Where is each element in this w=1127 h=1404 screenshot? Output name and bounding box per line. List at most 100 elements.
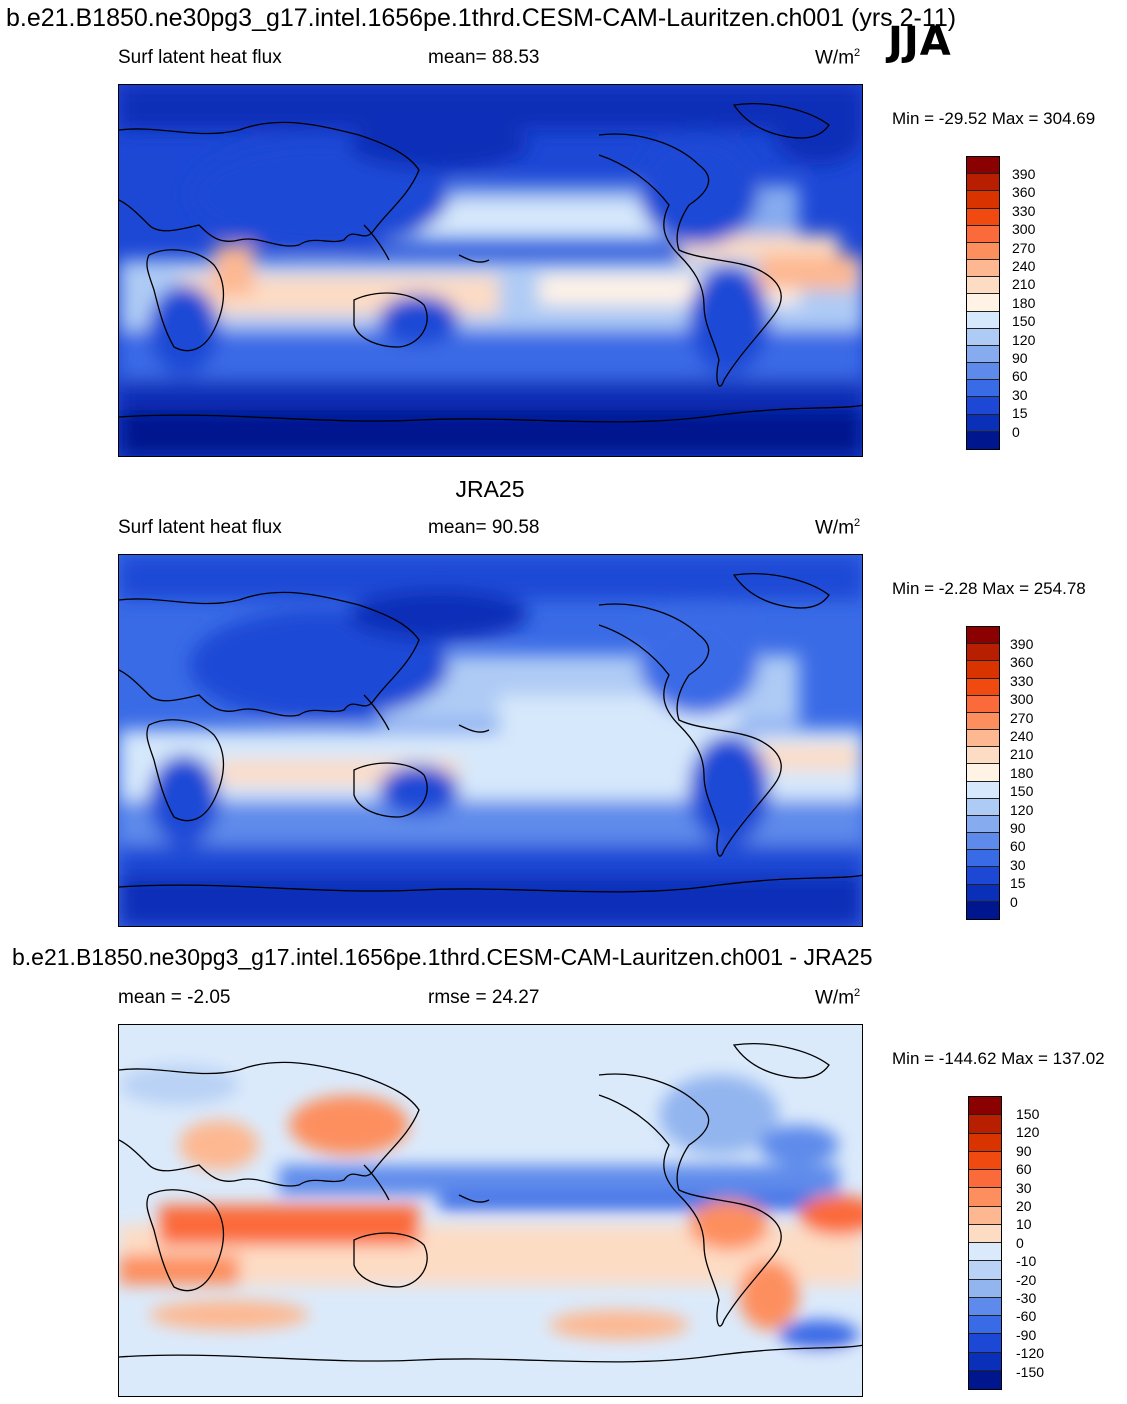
- colorbar-tick-label: 300: [1010, 691, 1034, 708]
- colorbar-swatch: [969, 1188, 1001, 1207]
- colorbar-swatch: [967, 850, 999, 868]
- colorbar-swatch: [967, 345, 999, 364]
- colorbar-tick-label: 240: [1012, 258, 1036, 274]
- colorbar-tick-label: 120: [1012, 331, 1036, 348]
- colorbar-tick-label: 180: [1010, 764, 1034, 781]
- colorbar-tick-label: 60: [1012, 368, 1028, 385]
- colorbar-tick-label: 330: [1010, 672, 1034, 689]
- colorbar-tick-label: 90: [1010, 820, 1026, 836]
- map-field: [119, 1025, 862, 1396]
- colorbar-tick-label: -120: [1016, 1345, 1045, 1362]
- colorbar-swatch: [967, 380, 999, 398]
- colorbar-tick-label: 20: [1016, 1198, 1032, 1214]
- colorbar-tick-label: 150: [1016, 1106, 1040, 1122]
- colorbar-tick-label: 90: [1012, 350, 1028, 366]
- colorbar-tick-label: -20: [1016, 1271, 1037, 1288]
- colorbar-tick-label: 150: [1010, 783, 1034, 800]
- colorbar-swatch: [967, 157, 999, 175]
- colorbar-tick-label: 210: [1010, 746, 1034, 763]
- colorbar-swatch: [969, 1224, 1001, 1243]
- colorbar-swatch: [967, 397, 999, 415]
- colorbar-swatch: [967, 208, 999, 226]
- colorbar-swatch: [967, 277, 999, 295]
- colorbar-swatch: [967, 363, 999, 381]
- colorbar-tick-label: 10: [1016, 1216, 1032, 1233]
- map-field: [119, 555, 862, 926]
- map-reference-latent-heat: [118, 554, 863, 927]
- panel-variable-label: Surf latent heat flux: [118, 47, 282, 68]
- colorbar-swatch: [967, 867, 999, 885]
- colorbar-swatch: [967, 627, 999, 645]
- panel-mean-label: mean= 90.58: [428, 517, 540, 538]
- panel-minmax: Min = -29.52 Max = 304.69: [892, 109, 1096, 128]
- panel-minmax: Min = -144.62 Max = 137.02: [892, 1049, 1105, 1068]
- colorbar-tick-label: 360: [1010, 654, 1034, 671]
- panel-mean-label: mean= 88.53: [428, 47, 540, 68]
- colorbar-swatch: [969, 1243, 1001, 1262]
- colorbar-tick-label: 0: [1016, 1234, 1024, 1251]
- map-difference-latent-heat: [118, 1024, 863, 1397]
- panel-units: W/m2: [815, 987, 861, 1009]
- colorbar-swatch: [967, 661, 999, 679]
- colorbar-tick-label: 30: [1016, 1179, 1032, 1196]
- panel-minmax: Min = -2.28 Max = 254.78: [892, 579, 1086, 598]
- colorbar-tick-label: 0: [1010, 893, 1018, 910]
- colorbar-swatch: [967, 328, 999, 346]
- panel-units: W/m2: [815, 517, 861, 539]
- colorbar: [966, 156, 1000, 450]
- colorbar-tick-label: 15: [1010, 875, 1026, 892]
- colorbar-swatch: [969, 1279, 1001, 1298]
- colorbar-tick-label: 60: [1010, 838, 1026, 855]
- colorbar-swatch: [969, 1097, 1001, 1116]
- colorbar-swatch: [969, 1170, 1001, 1189]
- colorbar-swatch: [967, 260, 999, 278]
- colorbar-swatch: [967, 764, 999, 782]
- colorbar-tick-label: 390: [1012, 166, 1036, 182]
- colorbar-tick-label: 300: [1012, 221, 1036, 238]
- colorbar-swatch: [969, 1261, 1001, 1280]
- colorbar-swatch: [967, 191, 999, 209]
- panel-reference-title: JRA25: [455, 476, 525, 502]
- colorbar-tick-label: 120: [1016, 1124, 1040, 1141]
- colorbar-tick-label: 240: [1010, 728, 1034, 744]
- colorbar-tick-label: -150: [1016, 1363, 1045, 1380]
- colorbar-swatch: [967, 695, 999, 713]
- colorbar-swatch: [969, 1316, 1001, 1335]
- colorbar-tick-label: 270: [1012, 239, 1036, 256]
- panel-rmse-label: rmse = 24.27: [428, 987, 540, 1008]
- colorbar-swatch: [969, 1370, 1001, 1389]
- colorbar-tick-label: 15: [1012, 405, 1028, 422]
- colorbar-swatch: [967, 431, 999, 449]
- colorbar-swatch: [967, 225, 999, 243]
- colorbar-tick-label: 330: [1012, 202, 1036, 219]
- colorbar-tick-label: 60: [1016, 1161, 1032, 1178]
- colorbar-swatch: [967, 833, 999, 851]
- colorbar: [966, 626, 1000, 920]
- panel-mean-label: mean = -2.05: [118, 987, 231, 1008]
- colorbar-tick-label: 30: [1012, 386, 1028, 403]
- panel-difference-title: b.e21.B1850.ne30pg3_g17.intel.1656pe.1th…: [12, 944, 873, 970]
- colorbar-swatch: [967, 901, 999, 919]
- colorbar-swatch: [969, 1352, 1001, 1371]
- colorbar-tick-label: 210: [1012, 276, 1036, 293]
- colorbar-swatch: [969, 1115, 1001, 1134]
- colorbar-swatch: [967, 294, 999, 312]
- colorbar-tick-label: 150: [1012, 313, 1036, 330]
- colorbar-swatch: [969, 1334, 1001, 1353]
- colorbar-swatch: [967, 311, 999, 329]
- colorbar-tick-label: 180: [1012, 294, 1036, 311]
- colorbar-tick-label: -30: [1016, 1290, 1037, 1306]
- season-label: JJA: [888, 19, 952, 65]
- colorbar-swatch: [967, 174, 999, 192]
- colorbar-swatch: [967, 644, 999, 662]
- panel-variable-label: Surf latent heat flux: [118, 517, 282, 538]
- colorbar-tick-label: 360: [1012, 184, 1036, 201]
- colorbar-tick-label: 30: [1010, 856, 1026, 873]
- colorbar-swatch: [967, 414, 999, 432]
- colorbar-swatch: [969, 1297, 1001, 1316]
- colorbar-swatch: [967, 798, 999, 816]
- colorbar-swatch: [967, 815, 999, 834]
- colorbar-swatch: [967, 712, 999, 731]
- colorbar-tick-label: 120: [1010, 801, 1034, 818]
- colorbar-swatch: [967, 678, 999, 696]
